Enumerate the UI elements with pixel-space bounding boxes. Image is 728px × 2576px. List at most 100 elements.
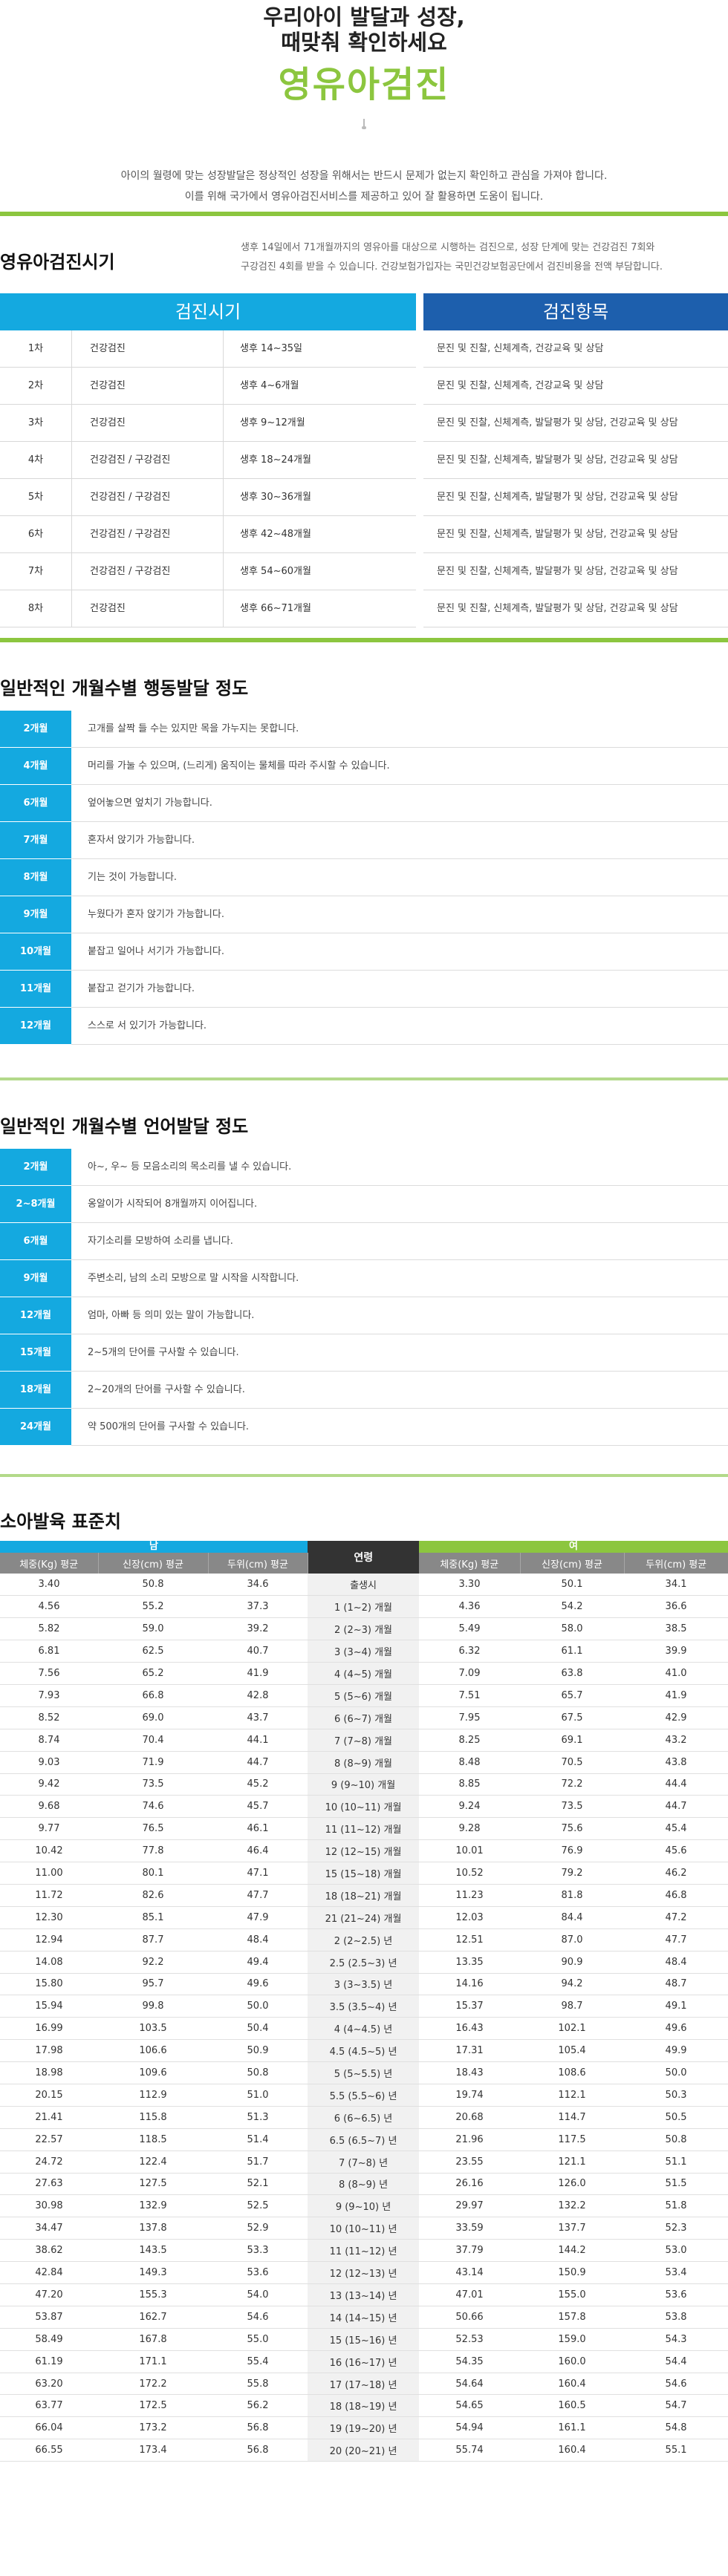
language-heading: 일반적인 개월수별 언어발달 정도 xyxy=(0,1116,249,1137)
growth-cell-boy-height: 65.2 xyxy=(98,1662,208,1685)
growth-cell-boy-head: 50.8 xyxy=(208,2061,308,2084)
schedule-intro-line-1: 생후 14일에서 71개월까지의 영유아를 대상으로 시행하는 검진으로, 성장… xyxy=(241,242,655,253)
growth-cell-girl-weight: 37.79 xyxy=(419,2239,521,2263)
growth-girl-head-header: 두위(cm) 평균 xyxy=(624,1553,728,1574)
language-age-badge: 24개월 xyxy=(0,1409,71,1445)
growth-cell-girl-weight: 7.09 xyxy=(419,1662,521,1685)
growth-cell-girl-height: 54.2 xyxy=(520,1595,625,1619)
growth-cell-boy-weight: 9.68 xyxy=(0,1795,98,1819)
growth-cell-girl-weight: 33.59 xyxy=(419,2217,521,2240)
growth-girl-height-header: 신장(cm) 평균 xyxy=(520,1553,625,1574)
behavior-description: 붙잡고 일어나 서기가 가능합니다. xyxy=(71,933,728,971)
table-row: 3.40 50.8 34.6 출생시 3.30 50.1 34.1 xyxy=(0,1574,728,1597)
schedule-period: 생후 4~6개월 xyxy=(223,368,416,405)
schedule-row: 3차 건강검진 생후 9~12개월 문진 및 진찰, 신체계측, 발달평가 및 상담,… xyxy=(0,405,728,442)
growth-cell-girl-weight: 26.16 xyxy=(419,2173,521,2196)
schedule-items: 문진 및 진찰, 신체계측, 건강교육 및 상담 xyxy=(423,368,728,405)
growth-cell-boy-head: 41.9 xyxy=(208,1662,308,1685)
growth-cell-girl-weight: 4.36 xyxy=(419,1595,521,1619)
growth-cell-girl-height: 144.2 xyxy=(520,2239,625,2263)
growth-cell-girl-head: 51.5 xyxy=(624,2173,728,2196)
behavior-age-badge: 4개월 xyxy=(0,748,71,784)
growth-cell-boy-head: 53.6 xyxy=(208,2261,308,2284)
behavior-item: 9개월 누웠다가 혼자 앉기가 가능합니다. xyxy=(0,896,728,933)
growth-cell-girl-weight: 8.85 xyxy=(419,1773,521,1796)
language-description: 2~5개의 단어를 구사할 수 있습니다. xyxy=(71,1334,728,1372)
schedule-round: 2차 xyxy=(0,368,71,405)
growth-cell-girl-weight: 20.68 xyxy=(419,2106,521,2129)
growth-cell-girl-weight: 9.28 xyxy=(419,1817,521,1841)
growth-cell-girl-head: 39.9 xyxy=(624,1640,728,1663)
growth-cell-boy-weight: 8.74 xyxy=(0,1729,98,1752)
language-item: 24개월 약 500개의 단어를 구사할 수 있습니다. xyxy=(0,1409,728,1446)
growth-cell-girl-height: 160.0 xyxy=(520,2350,625,2373)
schedule-round: 6차 xyxy=(0,516,71,553)
growth-cell-boy-weight: 9.77 xyxy=(0,1817,98,1841)
growth-girl-weight-header: 체중(Kg) 평균 xyxy=(419,1553,521,1574)
growth-cell-girl-weight: 54.35 xyxy=(419,2350,521,2373)
growth-cell-girl-weight: 54.94 xyxy=(419,2416,521,2440)
growth-cell-boy-head: 46.4 xyxy=(208,1839,308,1863)
growth-cell-girl-height: 155.0 xyxy=(520,2283,625,2306)
behavior-age-badge: 11개월 xyxy=(0,971,71,1007)
table-row: 53.87 162.7 54.6 14 (14~15) 년 50.66 157.8 53.8 xyxy=(0,2306,728,2329)
schedule-period: 생후 9~12개월 xyxy=(223,405,416,442)
table-row: 9.42 73.5 45.2 9 (9~10) 개월 8.85 72.2 44.4 xyxy=(0,1773,728,1796)
growth-cell-boy-head: 55.0 xyxy=(208,2328,308,2351)
growth-cell-boy-height: 173.4 xyxy=(98,2439,208,2462)
growth-cell-age: 6.5 (6.5~7) 년 xyxy=(308,2128,420,2151)
growth-cell-boy-height: 137.8 xyxy=(98,2217,208,2240)
growth-cell-age: 2 (2~2.5) 년 xyxy=(308,1928,420,1951)
growth-cell-boy-height: 127.5 xyxy=(98,2173,208,2196)
schedule-row: 5차 건강검진 / 구강검진 생후 30~36개월 문진 및 진찰, 신체계측, 발달… xyxy=(0,479,728,516)
behavior-description: 스스로 서 있기가 가능합니다. xyxy=(71,1008,728,1045)
growth-cell-boy-head: 34.6 xyxy=(208,1574,308,1597)
growth-cell-age: 19 (19~20) 년 xyxy=(308,2416,420,2440)
growth-cell-boy-weight: 30.98 xyxy=(0,2194,98,2218)
growth-cell-boy-head: 49.6 xyxy=(208,1973,308,1996)
growth-cell-girl-head: 46.2 xyxy=(624,1862,728,1885)
growth-cell-girl-weight: 10.52 xyxy=(419,1862,521,1885)
growth-cell-boy-weight: 53.87 xyxy=(0,2306,98,2329)
growth-cell-boy-height: 162.7 xyxy=(98,2306,208,2329)
behavior-description: 혼자서 앉기가 가능합니다. xyxy=(71,822,728,859)
schedule-row: 1차 건강검진 생후 14~35일 문진 및 진찰, 신체계측, 건강교육 및 상담 xyxy=(0,330,728,368)
growth-cell-age: 5 (5~5.5) 년 xyxy=(308,2061,420,2084)
table-row: 63.20 172.2 55.8 17 (17~18) 년 54.64 160.4 54.6 xyxy=(0,2373,728,2396)
schedule-items: 문진 및 진찰, 신체계측, 발달평가 및 상담, 건강교육 및 상담 xyxy=(423,590,728,627)
table-row: 38.62 143.5 53.3 11 (11~12) 년 37.79 144.2 53.0 xyxy=(0,2239,728,2263)
growth-cell-boy-height: 50.8 xyxy=(98,1574,208,1597)
growth-cell-boy-height: 62.5 xyxy=(98,1640,208,1663)
growth-cell-boy-head: 50.4 xyxy=(208,2017,308,2041)
language-item: 12개월 엄마, 아빠 등 의미 있는 말이 가능합니다. xyxy=(0,1297,728,1334)
growth-cell-boy-head: 56.2 xyxy=(208,2394,308,2418)
growth-cell-girl-height: 65.7 xyxy=(520,1684,625,1707)
growth-cell-boy-head: 47.1 xyxy=(208,1862,308,1885)
growth-cell-girl-height: 150.9 xyxy=(520,2261,625,2284)
growth-cell-girl-head: 54.3 xyxy=(624,2328,728,2351)
growth-cell-age: 10 (10~11) 개월 xyxy=(308,1795,420,1819)
growth-cell-boy-weight: 5.82 xyxy=(0,1617,98,1641)
growth-cell-girl-height: 102.1 xyxy=(520,2017,625,2041)
schedule-row: 6차 건강검진 / 구강검진 생후 42~48개월 문진 및 진찰, 신체계측, 발달… xyxy=(0,516,728,553)
schedule-table: 1차 건강검진 생후 14~35일 문진 및 진찰, 신체계측, 건강교육 및 상담 2… xyxy=(0,330,728,627)
growth-cell-girl-height: 108.6 xyxy=(520,2061,625,2084)
behavior-description: 누웠다가 혼자 앉기가 가능합니다. xyxy=(71,896,728,933)
growth-cell-girl-weight: 11.23 xyxy=(419,1884,521,1907)
growth-cell-girl-weight: 47.01 xyxy=(419,2283,521,2306)
growth-cell-boy-weight: 63.77 xyxy=(0,2394,98,2418)
growth-cell-girl-height: 50.1 xyxy=(520,1574,625,1597)
growth-cell-age: 3 (3~3.5) 년 xyxy=(308,1973,420,1996)
growth-cell-boy-weight: 16.99 xyxy=(0,2017,98,2041)
table-row: 27.63 127.5 52.1 8 (8~9) 년 26.16 126.0 51.5 xyxy=(0,2173,728,2196)
table-row: 15.94 99.8 50.0 3.5 (3.5~4) 년 15.37 98.7 49.1 xyxy=(0,1995,728,2018)
growth-cell-girl-weight: 7.51 xyxy=(419,1684,521,1707)
table-row: 8.52 69.0 43.7 6 (6~7) 개월 7.95 67.5 42.9 xyxy=(0,1706,728,1729)
language-age-badge: 9개월 xyxy=(0,1260,71,1297)
language-description: 2~20개의 단어를 구사할 수 있습니다. xyxy=(71,1372,728,1409)
growth-cell-boy-weight: 3.40 xyxy=(0,1574,98,1597)
growth-cell-boy-weight: 66.55 xyxy=(0,2439,98,2462)
growth-cell-age: 6 (6~6.5) 년 xyxy=(308,2106,420,2129)
growth-cell-girl-weight: 55.74 xyxy=(419,2439,521,2462)
growth-cell-boy-height: 95.7 xyxy=(98,1973,208,1996)
